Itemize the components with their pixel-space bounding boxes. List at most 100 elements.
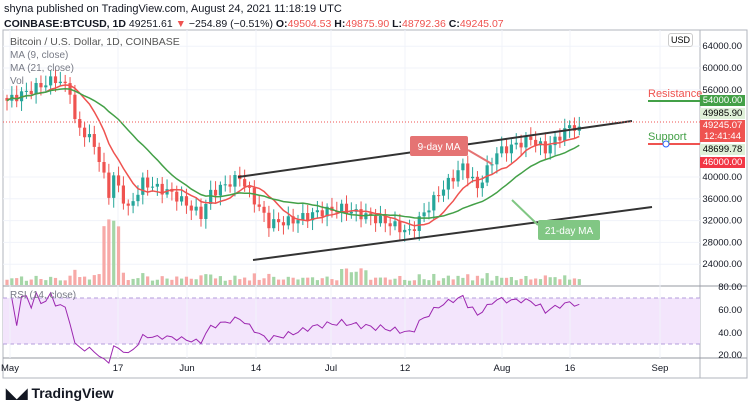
candle-body (485, 165, 489, 183)
candle-body (437, 195, 441, 197)
legend-vol[interactable]: Vol (10, 76, 24, 87)
volume-bar (407, 280, 412, 285)
candle-body (218, 184, 222, 196)
volume-bar (267, 273, 271, 285)
ma9-line (6, 84, 580, 227)
tag-high: 49985.90 (700, 108, 745, 119)
candle-body (184, 196, 189, 206)
tag-low: 48699.78 (700, 144, 745, 155)
candle-body (359, 209, 363, 220)
candle-body (490, 164, 494, 166)
candle-body (175, 191, 179, 202)
ma9-callout-text: 9-day MA (418, 142, 461, 153)
volume-bar (199, 275, 203, 285)
volume-bar (310, 277, 315, 285)
support-trendline[interactable] (252, 206, 653, 261)
volume-bar (412, 280, 416, 285)
currency-button[interactable]: USD (668, 33, 694, 47)
resistance-label: Resistance (648, 88, 702, 100)
candle-body (29, 90, 33, 95)
candle-body (209, 189, 213, 204)
ma9-callout (410, 136, 468, 156)
volume-bar (189, 278, 193, 285)
volume-bar (277, 279, 281, 285)
volume-bar (577, 279, 581, 285)
y-tick-label: 32000.00 (702, 216, 742, 227)
volume-bar (388, 279, 392, 285)
volume-bar (548, 277, 552, 285)
candle-body (320, 210, 324, 217)
volume-bar (223, 280, 227, 285)
volume-bar (58, 280, 62, 285)
volume-bar (514, 280, 518, 285)
candle-body (92, 134, 96, 147)
candle-body (223, 184, 227, 186)
candle-body (310, 212, 315, 221)
volume-bar (340, 268, 344, 285)
tag-countdown: 12:41:44 (700, 131, 745, 142)
volume-bar (320, 278, 324, 285)
volume-bar (315, 280, 319, 285)
candle-body (475, 176, 480, 189)
candle-body (63, 81, 67, 84)
volume-bar (432, 273, 436, 285)
legend-ma21[interactable]: MA (21, close) (10, 63, 74, 74)
volume-bar (213, 278, 218, 285)
candle-body (291, 216, 295, 224)
candle-body (199, 206, 203, 219)
candle-body (34, 82, 38, 95)
symbol: COINBASE:BTCUSD, 1D (4, 18, 126, 30)
volume-bar (272, 276, 276, 285)
legend-rsi[interactable]: RSI (14, close) (10, 290, 77, 301)
candle-body (417, 216, 421, 231)
volume-bar (180, 278, 184, 285)
candle-body (446, 177, 450, 190)
volume-bar (480, 278, 484, 285)
candle-body (112, 175, 116, 198)
volume-bar (504, 277, 509, 285)
candle-body (126, 203, 130, 206)
candle-body (514, 142, 518, 145)
volume-bar (441, 278, 446, 285)
open-value: 49504.53 (287, 18, 332, 30)
legend-ma9[interactable]: MA (9, close) (10, 50, 69, 61)
candle-body (480, 182, 484, 189)
symbol-line: COINBASE:BTCUSD, 1D 49251.61 ▼ −254.89 (… (4, 18, 504, 30)
x-tick-label: 16 (565, 363, 576, 374)
volume-bar (456, 275, 460, 285)
volume-bar (335, 280, 339, 285)
volume-bar (490, 280, 494, 285)
volume-bar (553, 277, 557, 285)
volume-bar (393, 278, 397, 285)
o-label: O: (275, 18, 288, 30)
x-tick-label: Aug (494, 363, 511, 374)
volume-bar (475, 275, 480, 285)
candle-body (456, 170, 460, 182)
volume-bar (19, 276, 24, 285)
volume-bar (238, 279, 242, 285)
candle-body (83, 127, 87, 138)
candle-body (340, 203, 344, 213)
y-tick-label: 40000.00 (702, 172, 742, 183)
volume-bar (286, 276, 290, 285)
low-value: 48792.36 (402, 18, 446, 30)
tradingview-logo[interactable]: ◣◢ TradingView (6, 385, 114, 402)
volume-bar (558, 279, 562, 285)
volume-bar (218, 276, 222, 285)
volume-bar (466, 274, 470, 285)
x-tick-label: Jun (179, 363, 194, 374)
h-label: H: (334, 18, 346, 30)
candle-body (325, 206, 329, 217)
volume-bar (330, 279, 334, 285)
volume-bar (5, 279, 9, 285)
support-handle[interactable] (662, 140, 670, 148)
candle-body (344, 203, 349, 214)
candle-body (204, 203, 208, 219)
volume-bar (572, 278, 577, 285)
volume-bar (529, 279, 533, 285)
x-tick-label: 17 (113, 363, 124, 374)
last-price: 49251.61 (128, 18, 173, 30)
volume-bar (364, 270, 368, 285)
candle-body (398, 221, 402, 233)
